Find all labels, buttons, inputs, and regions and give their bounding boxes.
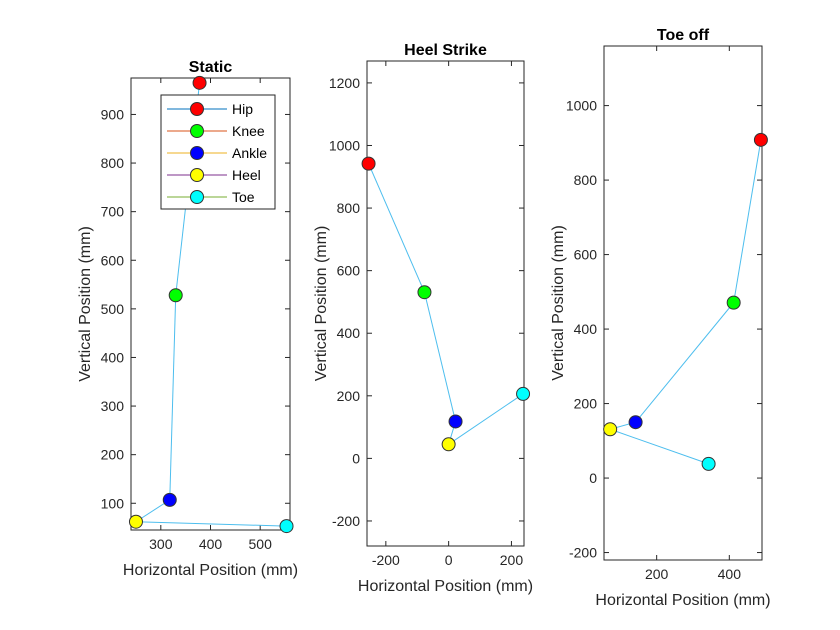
marker-ankle: [448, 414, 463, 429]
y-tick-label: 900: [101, 106, 125, 122]
y-tick-label: 300: [101, 398, 125, 414]
y-tick-label: 200: [337, 388, 361, 404]
x-axis-label: Horizontal Position (mm): [123, 562, 298, 579]
marker-heel: [128, 514, 143, 529]
legend-label-heel: Heel: [232, 167, 261, 183]
x-tick-label: 0: [445, 552, 453, 568]
y-tick-label: 500: [101, 301, 125, 317]
segment-knee-ankle: [423, 292, 457, 422]
y-tick-label: 1000: [566, 98, 597, 114]
y-tick-label: 0: [589, 470, 597, 486]
subplot-2: -200 0 200 -200 0 200 400 600 800 1000 1200 Heel St…: [313, 42, 533, 595]
legend-marker-toe: [190, 190, 204, 204]
y-tick-label: 600: [101, 252, 125, 268]
legend-label-knee: Knee: [232, 123, 265, 139]
y-tick-label: 0: [352, 450, 360, 466]
chart-title: Static: [189, 59, 233, 76]
segment-heel-toe: [135, 521, 287, 527]
chart-title: Toe off: [657, 27, 710, 44]
y-axis-label: Vertical Position (mm): [77, 226, 94, 382]
y-tick-label: 100: [101, 495, 125, 511]
y-tick-label: 800: [574, 172, 598, 188]
x-tick-label: 200: [645, 566, 669, 582]
subplot-1: 300 400 500 100 200 300 400 500 600 700 800 900 Stat…: [77, 59, 298, 579]
y-tick-label: 600: [337, 263, 361, 279]
marker-hip: [753, 132, 768, 147]
y-tick-label: 400: [337, 325, 361, 341]
legend-box: [160, 94, 276, 210]
legend-label-toe: Toe: [232, 189, 255, 205]
legend-label-ankle: Ankle: [232, 145, 267, 161]
marker-ankle: [162, 492, 177, 507]
x-tick-label: 200: [500, 552, 524, 568]
y-tick-label: 600: [574, 247, 598, 263]
y-tick-label: 200: [101, 447, 125, 463]
segment-hip-knee: [733, 139, 762, 303]
legend-label-hip: Hip: [232, 101, 253, 117]
marker-heel: [603, 422, 618, 437]
x-tick-label: -200: [372, 552, 400, 568]
x-tick-label: 400: [718, 566, 742, 582]
x-tick-label: 400: [199, 536, 223, 552]
legend-marker-heel: [190, 168, 204, 182]
segment-hip-knee: [368, 163, 425, 293]
y-axis-label: Vertical Position (mm): [313, 226, 330, 382]
marker-heel: [441, 437, 456, 452]
x-axis-label: Horizontal Position (mm): [358, 578, 533, 595]
legend-marker-knee: [190, 124, 204, 138]
y-tick-label: 800: [337, 200, 361, 216]
axes-box: [366, 60, 525, 547]
segment-knee-ankle: [169, 295, 177, 500]
legend: Hip Knee Ankle Heel Toe: [160, 94, 276, 210]
y-tick-label: 200: [574, 396, 598, 412]
marker-knee: [726, 295, 741, 310]
marker-hip: [361, 156, 376, 171]
y-tick-label: 1000: [329, 137, 360, 153]
y-tick-label: 400: [574, 321, 598, 337]
segment-heel-toe: [448, 393, 524, 445]
y-axis-label: Vertical Position (mm): [550, 225, 567, 381]
y-tick-label: 800: [101, 155, 125, 171]
segment-heel-toe: [610, 428, 709, 465]
chart-title: Heel Strike: [404, 42, 487, 59]
legend-marker-ankle: [190, 146, 204, 160]
subplot-3: 200 400 -200 0 200 400 600 800 1000 Toe off Horizo…: [550, 27, 771, 609]
marker-knee: [168, 288, 183, 303]
y-tick-label: 1200: [329, 75, 360, 91]
x-tick-label: 500: [249, 536, 273, 552]
x-tick-label: 300: [149, 536, 173, 552]
marker-toe: [701, 456, 716, 471]
y-tick-label: -200: [332, 513, 360, 529]
segment-knee-ankle: [635, 302, 735, 423]
marker-toe: [279, 519, 294, 534]
marker-knee: [417, 285, 432, 300]
y-tick-label: 400: [101, 349, 125, 365]
marker-toe: [516, 386, 531, 401]
marker-ankle: [628, 415, 643, 430]
legend-marker-hip: [190, 102, 204, 116]
y-tick-label: -200: [569, 545, 597, 561]
marker-hip: [192, 75, 207, 90]
x-axis-label: Horizontal Position (mm): [595, 592, 770, 609]
y-tick-label: 700: [101, 204, 125, 220]
